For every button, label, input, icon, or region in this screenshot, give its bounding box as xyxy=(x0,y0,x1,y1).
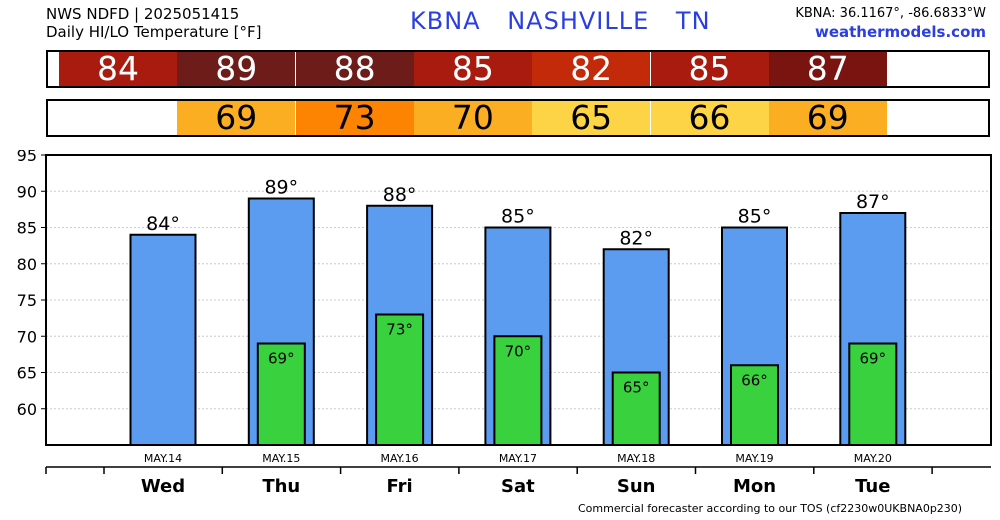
lo-label-sat: 70° xyxy=(505,342,532,360)
ytick-label-60: 60 xyxy=(17,400,37,419)
ytick-label-65: 65 xyxy=(17,364,37,383)
ytick-label-95: 95 xyxy=(17,150,37,165)
lo-label-tue: 69° xyxy=(860,350,887,368)
day-label-mon: Mon xyxy=(733,476,776,497)
hi-label-sat: 85° xyxy=(501,206,535,228)
lo-cell-sun: 65 xyxy=(532,101,651,135)
chart-title: Daily HI/LO Temperature [°F] xyxy=(46,23,262,41)
day-label-thu: Thu xyxy=(262,476,300,497)
hi-label-wed: 84° xyxy=(146,213,180,235)
ytick-label-80: 80 xyxy=(17,255,37,274)
lo-cell-wed xyxy=(59,101,177,135)
ytick-label-90: 90 xyxy=(17,182,37,201)
footer-note: Commercial forecaster according to our T… xyxy=(578,502,963,515)
hi-temp-strip: 84 89 88 85 82 85 87 xyxy=(46,50,990,88)
hi-cell-wed: 84 xyxy=(59,52,177,86)
lo-cell-thu: 69 xyxy=(177,101,296,135)
date-label-mon: MAY.19 xyxy=(735,452,773,465)
hi-label-fri: 88° xyxy=(383,184,417,206)
lo-bar-sun xyxy=(611,371,661,446)
ytick-label-75: 75 xyxy=(17,291,37,310)
lo-label-sun: 65° xyxy=(623,379,650,397)
lo-bar-fri xyxy=(375,313,425,446)
date-label-fri: MAY.16 xyxy=(381,452,419,465)
lo-bar-tue xyxy=(848,342,898,446)
ytick-label-85: 85 xyxy=(17,219,37,238)
day-label-sun: Sun xyxy=(617,476,656,497)
lo-cell-mon: 66 xyxy=(650,101,769,135)
hi-bar-wed xyxy=(129,233,197,446)
date-label-sun: MAY.18 xyxy=(617,452,655,465)
hi-cell-mon: 85 xyxy=(650,52,769,86)
model-run-label: NWS NDFD | 2025051415 xyxy=(46,5,240,23)
temperature-chart: 60 65 70 75 80 85 90 95 84° MAY.14 Wed 89° 69° MAY.15… xyxy=(17,150,992,497)
station-id: KBNA xyxy=(410,7,481,35)
lo-cell-sat: 70 xyxy=(413,101,532,135)
date-label-thu: MAY.15 xyxy=(262,452,300,465)
lo-bar-sat xyxy=(493,335,543,446)
header-left: NWS NDFD | 2025051415 Daily HI/LO Temper… xyxy=(46,5,262,41)
date-label-wed: MAY.14 xyxy=(144,452,182,465)
lo-bar-mon xyxy=(730,364,779,446)
hi-cell-sun: 82 xyxy=(532,52,651,86)
hi-cell-sat: 85 xyxy=(413,52,532,86)
lo-label-fri: 73° xyxy=(386,321,413,339)
lo-label-mon: 66° xyxy=(741,371,768,389)
location-title: KBNA NASHVILLE TN xyxy=(410,6,729,36)
date-label-sat: MAY.17 xyxy=(499,452,537,465)
state-name: TN xyxy=(675,7,711,35)
lo-cell-fri: 73 xyxy=(295,101,414,135)
hi-label-tue: 87° xyxy=(856,191,890,213)
ytick-label-70: 70 xyxy=(17,327,37,346)
hi-cell-fri: 88 xyxy=(295,52,414,86)
lo-temp-strip: 69 73 70 65 66 69 xyxy=(46,99,990,137)
day-label-tue: Tue xyxy=(855,476,890,497)
day-label-wed: Wed xyxy=(141,476,185,497)
city-name: NASHVILLE xyxy=(507,7,650,35)
lo-bar-thu xyxy=(256,342,306,446)
site-link[interactable]: weathermodels.com xyxy=(814,23,986,41)
station-coords: KBNA: 36.1167°, -86.6833°W xyxy=(795,6,986,21)
day-label-fri: Fri xyxy=(386,476,412,497)
hi-cell-tue: 87 xyxy=(768,52,887,86)
hi-label-thu: 89° xyxy=(264,177,298,199)
hi-label-mon: 85° xyxy=(738,206,772,228)
hi-label-sun: 82° xyxy=(619,227,653,249)
date-label-tue: MAY.20 xyxy=(854,452,892,465)
day-label-sat: Sat xyxy=(501,476,535,497)
lo-label-thu: 69° xyxy=(268,350,295,368)
header-right: KBNA: 36.1167°, -86.6833°W weathermodels… xyxy=(795,5,986,41)
lo-cell-tue: 69 xyxy=(768,101,887,135)
hi-cell-thu: 89 xyxy=(177,52,296,86)
